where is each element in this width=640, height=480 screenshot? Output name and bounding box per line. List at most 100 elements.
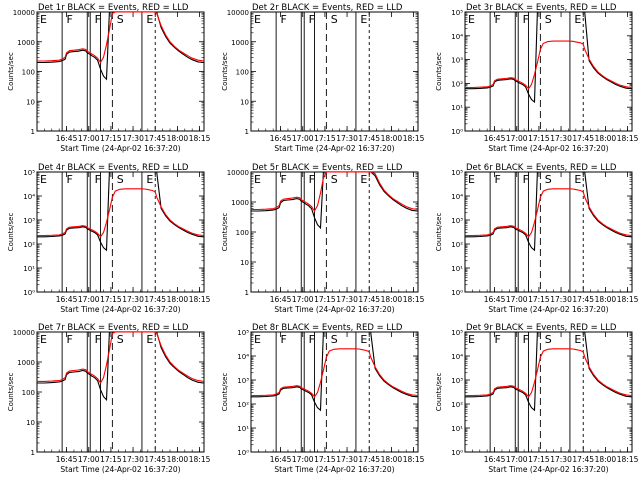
x-tick-label: 17:45	[144, 134, 166, 143]
y-tick-label: 10³	[451, 377, 463, 385]
marker-label: E	[254, 13, 261, 26]
x-tick-label: 17:00	[292, 295, 314, 304]
x-tick-label: 17:00	[78, 295, 100, 304]
marker-label: F	[495, 333, 501, 346]
x-tick-label: 17:45	[572, 134, 594, 143]
panel-title: Det 6r BLACK = Events, RED = LLD	[466, 163, 617, 173]
x-tick-label: 17:15	[528, 455, 550, 464]
marker-label: F	[309, 173, 315, 186]
y-axis-label: Counts/sec	[7, 52, 15, 91]
x-tick-label: 16:45	[56, 455, 78, 464]
x-tick-label: 17:15	[528, 295, 550, 304]
x-tick-label: 16:45	[270, 134, 292, 143]
panel-det-5: Det 5r BLACK = Events, RED = LLD 1 10 100 10…	[221, 163, 425, 314]
lld-series-line	[251, 348, 418, 398]
x-tick-label: 16:45	[270, 295, 292, 304]
marker-label: F	[523, 333, 529, 346]
panel-det-9: Det 9r BLACK = Events, RED = LLD 10⁰ 10¹ 10…	[435, 323, 639, 474]
y-tick-label: 10⁴	[451, 193, 463, 201]
y-tick-label: 100	[22, 389, 35, 397]
marker-label: F	[67, 13, 73, 26]
panel-title: Det 3r BLACK = Events, RED = LLD	[466, 3, 617, 13]
panel-title: Det 7r BLACK = Events, RED = LLD	[38, 323, 189, 333]
x-tick-label: 18:00	[381, 295, 403, 304]
y-tick-label: 10¹	[451, 425, 463, 433]
y-tick-label: 10³	[23, 217, 35, 225]
marker-label: E	[360, 333, 367, 346]
y-tick-label: 10	[26, 98, 35, 106]
x-tick-label: 16:45	[484, 134, 506, 143]
y-tick-label: 10²	[451, 401, 463, 409]
y-tick-label: 1000	[231, 199, 249, 207]
y-axis-label: Counts/sec	[435, 52, 443, 91]
marker-label: F	[95, 173, 101, 186]
x-tick-label: 17:30	[550, 295, 572, 304]
y-tick-label: 10¹	[237, 425, 249, 433]
y-tick-label: 100	[236, 69, 249, 77]
y-tick-label: 10⁴	[451, 33, 463, 41]
x-tick-label: 18:15	[189, 134, 211, 143]
y-axis-label: Counts/sec	[435, 373, 443, 412]
x-tick-label: 18:15	[403, 134, 425, 143]
x-axis-label: Start Time (24-Apr-02 16:37:20)	[488, 465, 608, 474]
marker-label: F	[67, 333, 73, 346]
y-tick-label: 1	[31, 449, 35, 457]
y-tick-label: 100	[236, 229, 249, 237]
panel-det-1: Det 1r BLACK = Events, RED = LLD 1 10 100 10…	[7, 3, 211, 153]
events-series-line	[251, 332, 418, 412]
y-axis-label: Counts/sec	[435, 213, 443, 252]
marker-label: F	[523, 13, 529, 26]
y-tick-label: 10³	[451, 57, 463, 65]
y-tick-label: 10⁴	[451, 353, 463, 361]
x-tick-label: 18:00	[167, 455, 189, 464]
x-tick-label: 17:30	[122, 455, 144, 464]
y-axis-label: Counts/sec	[221, 373, 229, 412]
y-tick-label: 10000	[227, 9, 249, 17]
x-axis-label: Start Time (24-Apr-02 16:37:20)	[488, 305, 608, 314]
y-tick-label: 1	[245, 128, 249, 136]
x-tick-label: 17:45	[144, 455, 166, 464]
marker-label: E	[146, 173, 153, 186]
panel-det-8: Det 8r BLACK = Events, RED = LLD 10⁰ 10¹ 10…	[221, 323, 425, 474]
y-tick-label: 1	[245, 289, 249, 297]
marker-label: F	[309, 13, 315, 26]
marker-label: E	[40, 173, 47, 186]
marker-label: E	[574, 173, 581, 186]
y-tick-label: 100	[22, 69, 35, 77]
y-tick-label: 10	[240, 259, 249, 267]
x-tick-label: 17:45	[358, 134, 380, 143]
marker-label: F	[95, 333, 101, 346]
x-axis-label: Start Time (24-Apr-02 16:37:20)	[60, 465, 180, 474]
x-axis-label: Start Time (24-Apr-02 16:37:20)	[60, 305, 180, 314]
marker-label: E	[254, 173, 261, 186]
marker-label: S	[117, 173, 124, 186]
y-tick-label: 10⁰	[23, 289, 35, 297]
x-tick-label: 17:15	[100, 134, 122, 143]
marker-label: E	[40, 333, 47, 346]
x-tick-label: 17:00	[78, 134, 100, 143]
marker-label: F	[281, 173, 287, 186]
marker-label: F	[495, 13, 501, 26]
marker-label: F	[281, 333, 287, 346]
events-series-line	[251, 172, 418, 230]
x-tick-label: 16:45	[270, 455, 292, 464]
marker-label: F	[523, 173, 529, 186]
x-tick-label: 18:15	[189, 455, 211, 464]
events-series-line	[37, 332, 204, 402]
x-tick-label: 16:45	[484, 455, 506, 464]
lld-series-line	[37, 188, 204, 238]
y-tick-label: 10⁵	[451, 9, 463, 17]
y-tick-label: 10³	[237, 377, 249, 385]
panel-det-4: Det 4r BLACK = Events, RED = LLD 10⁰ 10¹ 10…	[7, 163, 211, 314]
y-tick-label: 10²	[23, 241, 35, 249]
x-tick-label: 17:00	[506, 295, 528, 304]
y-tick-label: 10⁵	[237, 329, 249, 337]
y-tick-label: 10⁴	[237, 353, 249, 361]
panel-title: Det 1r BLACK = Events, RED = LLD	[38, 3, 189, 13]
x-tick-label: 18:15	[617, 134, 639, 143]
x-tick-label: 18:00	[595, 134, 617, 143]
marker-label: S	[117, 333, 124, 346]
marker-label: S	[545, 333, 552, 346]
panel-det-6: Det 6r BLACK = Events, RED = LLD 10⁰ 10¹ 10…	[435, 163, 639, 314]
